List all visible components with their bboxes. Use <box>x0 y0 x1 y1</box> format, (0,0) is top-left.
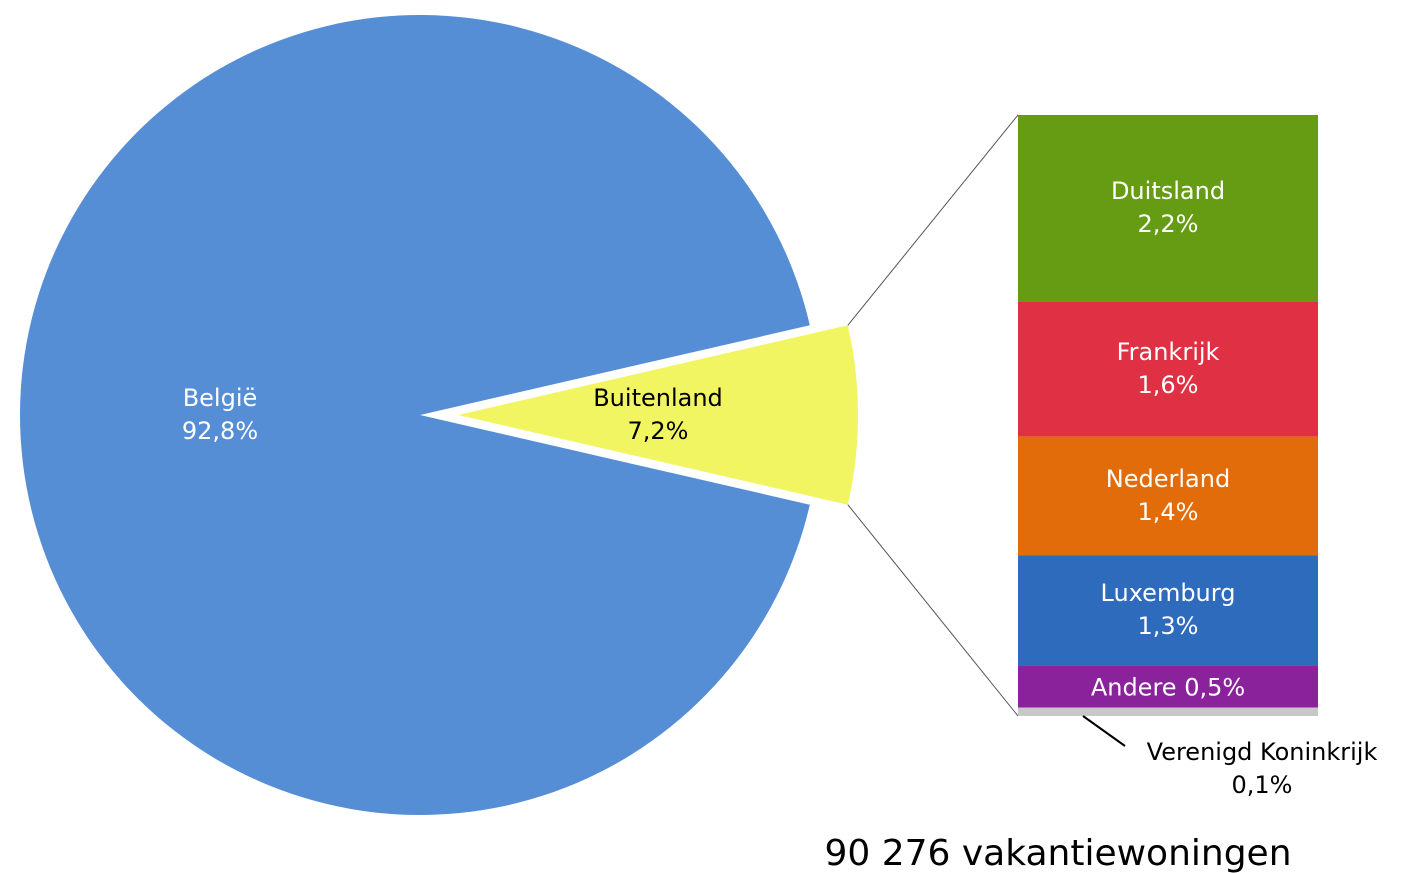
label-value: 1,6% <box>1138 371 1199 399</box>
bar-segment <box>1018 555 1318 666</box>
label-value: 2,2% <box>1138 210 1199 238</box>
label-value: 0,5% <box>1184 673 1245 701</box>
connector <box>847 114 1019 326</box>
annotation: 90 276 vakantiewoningen <box>824 833 1291 873</box>
label-value: 1,4% <box>1138 498 1199 526</box>
bar-segment <box>1018 707 1318 716</box>
leader-line <box>1082 715 1126 747</box>
data-label: Verenigd Koninkrijk 0,1% <box>1147 738 1378 799</box>
data-label: Nederland 1,4% <box>1106 465 1230 526</box>
bar-segment <box>1018 665 1318 708</box>
bar-segment <box>1018 301 1318 437</box>
label-name: Andere <box>1091 673 1177 701</box>
data-label: Duitsland 2,2% <box>1111 177 1225 238</box>
data-label: Luxemburg 1,3% <box>1101 579 1236 640</box>
bar-segment <box>1018 115 1318 302</box>
bar-segment <box>1018 436 1318 556</box>
data-label: België 92,8% <box>182 384 258 445</box>
pie-slice <box>19 14 810 815</box>
label-value: 92,8% <box>182 417 258 445</box>
data-label: Frankrijk 1,6% <box>1117 338 1220 399</box>
data-label: Andere 0,5% <box>1091 673 1245 701</box>
data-label: Buitenland 7,2% <box>593 384 723 445</box>
label-name: Duitsland <box>1111 177 1225 205</box>
label-name: Buitenland <box>593 384 723 412</box>
connector <box>847 504 1019 717</box>
label-name: Verenigd Koninkrijk <box>1147 738 1378 766</box>
label-name: België <box>183 384 258 412</box>
label-value: 0,1% <box>1232 771 1293 799</box>
label-name: Frankrijk <box>1117 338 1220 366</box>
label-name: Luxemburg <box>1101 579 1236 607</box>
label-value: 1,3% <box>1138 612 1199 640</box>
label-name: Nederland <box>1106 465 1230 493</box>
label-value: 7,2% <box>628 417 689 445</box>
pie-slice <box>458 325 858 505</box>
